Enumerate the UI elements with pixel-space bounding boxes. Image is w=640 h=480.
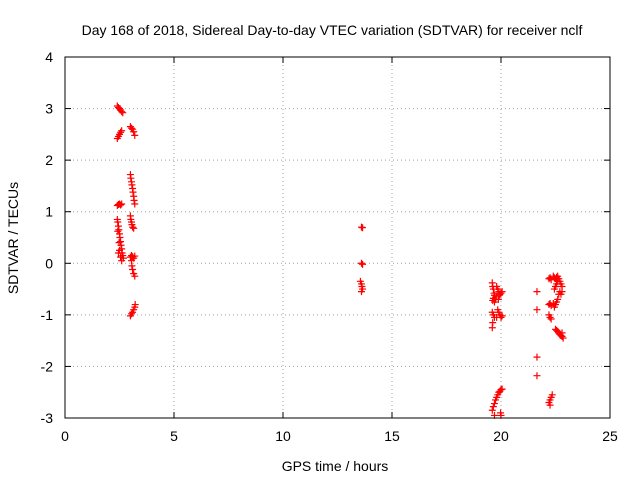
data-point (127, 174, 135, 182)
y-tick-label: 4 (45, 49, 53, 65)
data-point (131, 131, 139, 139)
data-point (114, 218, 122, 226)
x-tick-label: 15 (384, 428, 400, 444)
data-point (359, 260, 367, 268)
data-point (558, 329, 566, 337)
data-point (117, 128, 125, 136)
data-point (533, 306, 541, 314)
data-point (357, 259, 365, 267)
data-point (131, 200, 139, 208)
data-point (116, 246, 123, 254)
data-point (115, 226, 123, 234)
x-tick-label: 20 (493, 428, 509, 444)
y-tick-label: -1 (41, 307, 54, 323)
y-tick-label: -3 (41, 410, 54, 426)
data-point (119, 109, 127, 117)
data-point (533, 353, 541, 361)
x-tick-label: 10 (275, 428, 291, 444)
data-point (118, 257, 126, 265)
data-point (555, 290, 563, 298)
y-tick-label: 0 (45, 255, 53, 271)
x-tick-label: 5 (170, 428, 178, 444)
data-point (498, 385, 506, 393)
grid (65, 57, 610, 418)
y-tick-label: 2 (45, 152, 53, 168)
data-point (490, 400, 498, 408)
plot-frame (64, 56, 611, 419)
data-point (130, 224, 138, 232)
data-point (118, 108, 126, 116)
data-point (130, 196, 138, 204)
data-point (533, 372, 541, 380)
data-point (115, 239, 123, 247)
data-point (359, 224, 367, 232)
data-point (493, 313, 501, 321)
data-point (131, 252, 139, 260)
data-point (128, 262, 136, 270)
y-tick-label: -2 (41, 358, 54, 374)
data-point (547, 315, 555, 323)
data-point (546, 401, 554, 409)
x-tick-label: 0 (61, 428, 69, 444)
data-point (128, 181, 136, 189)
y-axis-label: SDTVAR / TECUs (5, 182, 21, 294)
data-point (127, 124, 135, 132)
data-point (127, 310, 135, 318)
data-point (488, 406, 496, 414)
y-tick-label: 1 (45, 204, 53, 220)
data-point (129, 223, 137, 231)
data-point (549, 300, 557, 308)
x-tick-label: 25 (602, 428, 618, 444)
data-point (498, 312, 506, 320)
data-point (548, 391, 556, 399)
data-point (498, 288, 506, 296)
data-point (129, 188, 137, 196)
y-tick-label: 3 (45, 101, 53, 117)
data-point (114, 227, 122, 235)
data-point (559, 334, 567, 342)
data-point (357, 288, 365, 296)
data-point (488, 324, 496, 332)
data-point (550, 303, 558, 311)
data-point (495, 291, 503, 299)
data-point (118, 127, 126, 135)
data-point (533, 288, 541, 296)
data-point (118, 200, 126, 208)
chart-title: Day 168 of 2018, Sidereal Day-to-day VTE… (82, 22, 583, 38)
data-point (554, 277, 562, 285)
data-point (494, 295, 502, 303)
data-point (131, 272, 139, 280)
data-point (117, 253, 125, 261)
data-point (131, 301, 139, 309)
data-point (546, 313, 554, 321)
data-point (130, 128, 138, 136)
data-point (116, 234, 124, 241)
data-point (117, 201, 125, 209)
data-point (129, 265, 137, 273)
x-axis-label: GPS time / hours (282, 458, 389, 474)
data-points (113, 102, 567, 419)
data-point (489, 403, 497, 411)
